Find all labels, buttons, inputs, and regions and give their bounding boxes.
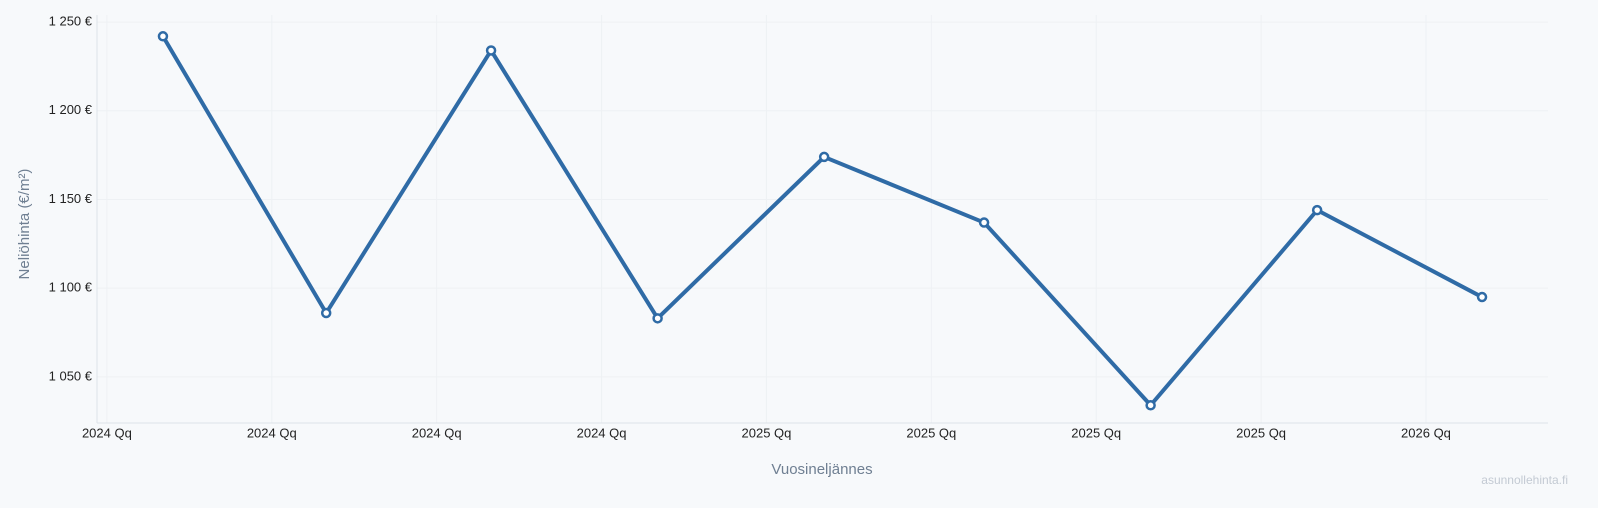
x-tick-label: 2024 Qq <box>577 425 627 440</box>
data-point <box>485 45 497 56</box>
x-axis-title: Vuosineljännes <box>771 461 872 478</box>
data-point <box>818 151 830 163</box>
y-tick-label: 1 100 € <box>49 280 93 295</box>
data-point <box>157 31 169 42</box>
data-point <box>652 313 663 324</box>
x-tick-label: 2024 Qq <box>82 425 132 440</box>
y-axis-title: Neliöhinta (€/m²) <box>16 169 33 280</box>
data-point <box>1476 291 1488 303</box>
watermark: asunnollehinta.fi <box>1481 473 1568 487</box>
x-tick-label: 2025 Qq <box>906 425 956 440</box>
data-point <box>1145 400 1156 411</box>
x-tick-label: 2024 Qq <box>247 425 297 440</box>
y-tick-label: 1 050 € <box>49 368 93 383</box>
x-tick-label: 2025 Qq <box>1071 425 1121 440</box>
y-tick-label: 1 150 € <box>49 191 93 206</box>
data-point <box>1311 204 1323 216</box>
y-tick-label: 1 250 € <box>49 14 93 29</box>
x-tick-label: 2024 Qq <box>412 425 462 440</box>
x-tick-label: 2025 Qq <box>1236 425 1286 440</box>
x-tick-label: 2026 Qq <box>1401 425 1451 440</box>
y-tick-label: 1 200 € <box>49 102 93 117</box>
data-point <box>978 217 990 228</box>
data-point <box>320 307 332 319</box>
x-tick-label: 2025 Qq <box>742 425 792 440</box>
